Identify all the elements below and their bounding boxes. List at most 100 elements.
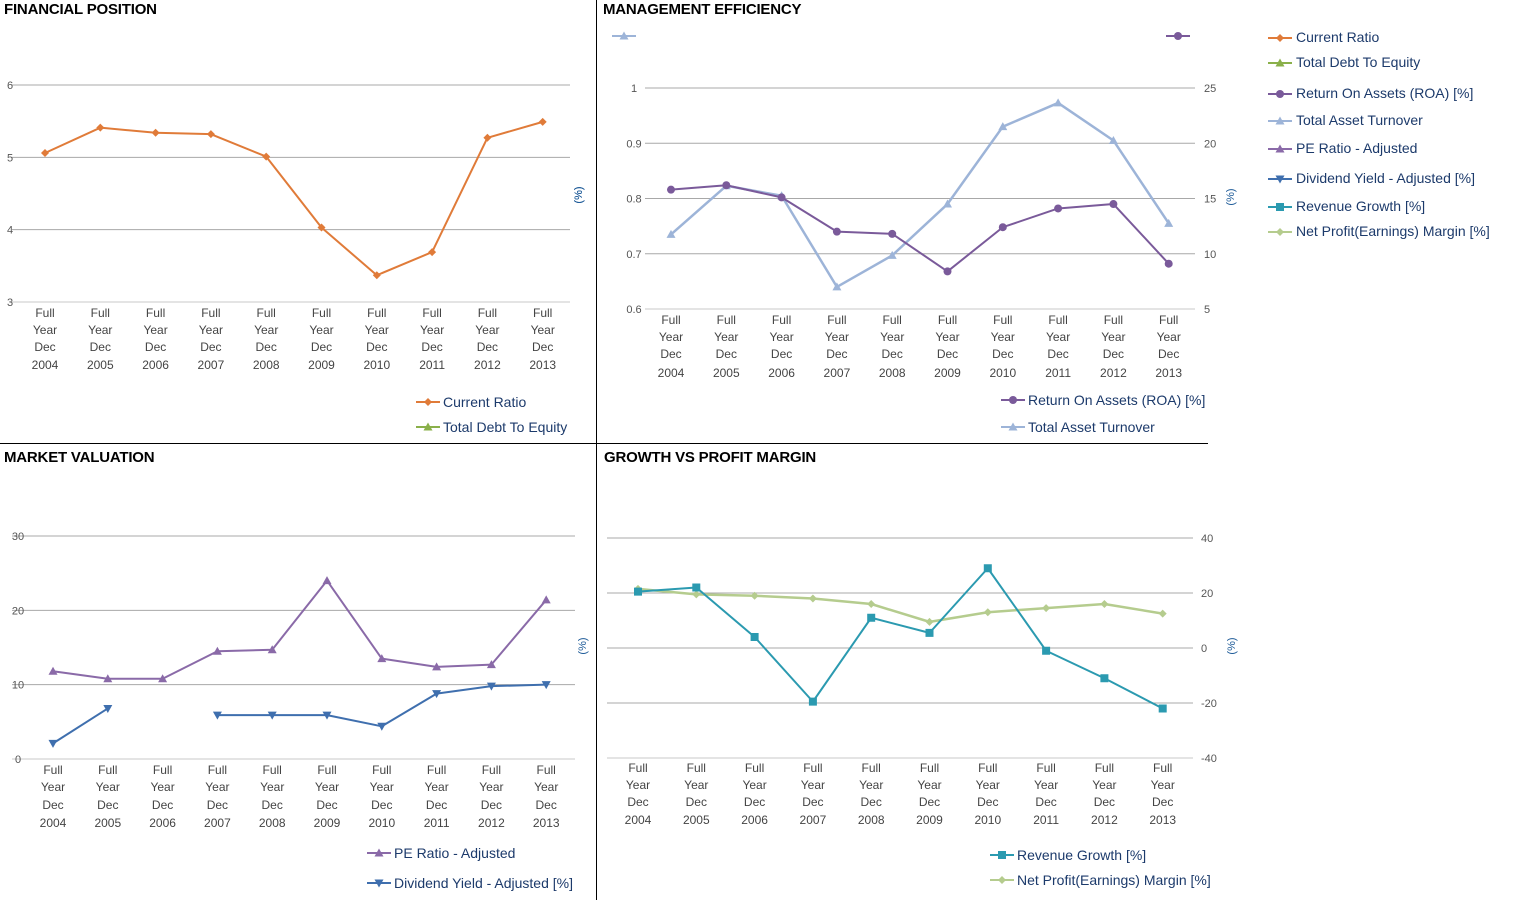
revenue-growth-point <box>1100 674 1109 683</box>
side-legend-net-profit-earnings-margin-label[interactable]: Net Profit(Earnings) Margin [%] <box>1296 223 1490 239</box>
net-profit-earnings-margin-point <box>867 600 876 608</box>
current-ratio-point <box>317 223 326 232</box>
return-on-assets-roa-point <box>998 223 1007 232</box>
legend-label[interactable]: Total Asset Turnover <box>1028 419 1155 435</box>
total-asset-turnover-point <box>1108 135 1118 144</box>
pe-ratio-adjusted-point <box>212 646 222 655</box>
financial-plot: 3 4 5 6 (%) Full Year Dec 2004 Full Year Dec 2005 Ful… <box>7 80 585 435</box>
dividend-yield-adjusted-point <box>486 682 496 691</box>
current-ratio-series-line <box>44 120 543 277</box>
legend-label[interactable]: Return On Assets (ROA) [%] <box>1028 392 1205 408</box>
revenue-growth-point <box>925 628 934 637</box>
y2-tick-label: 5 <box>1204 304 1210 316</box>
net-profit-earnings-margin-point <box>808 594 817 603</box>
net-profit-earnings-margin-point <box>925 617 934 626</box>
x-category-label: Full Year Dec 2010 <box>368 763 395 830</box>
revenue-growth-point <box>692 583 701 592</box>
net-profit-earnings-margin-series-line <box>637 587 1163 624</box>
revenue-growth-point <box>808 697 817 706</box>
legend-label[interactable]: Dividend Yield - Adjusted [%] <box>394 875 573 891</box>
revenue-growth-point <box>867 613 876 622</box>
y-tick-label: 30 <box>12 531 24 543</box>
pe-ratio-adjusted-point <box>322 576 332 585</box>
y-tick-label: 10 <box>12 680 24 692</box>
side-legend-total-debt-to-equity-marker <box>1275 58 1285 67</box>
return-on-assets-roa-series-line <box>670 184 1170 273</box>
side-legend-net-profit-earnings-margin-marker <box>1276 228 1284 236</box>
revenue-growth-point <box>750 633 759 641</box>
pe-ratio-adjusted-point <box>267 645 277 654</box>
net-profit-earnings-margin-point <box>750 591 759 600</box>
current-ratio-point <box>538 117 547 126</box>
y-tick-label: 0.8 <box>626 194 641 206</box>
y-tick-label: 0 <box>15 754 21 766</box>
side-legend-revenue-growth-label[interactable]: Revenue Growth [%] <box>1296 198 1426 214</box>
return-on-assets-roa-point <box>1054 204 1063 213</box>
dividend-yield-adjusted-series-line <box>52 707 109 745</box>
growth-vs-profit-margin-title: GROWTH VS PROFIT MARGIN <box>604 449 817 466</box>
legend-label[interactable]: Revenue Growth [%] <box>1017 847 1146 863</box>
x-category-label: Full Year Dec 2011 <box>1033 761 1059 827</box>
dividend-yield-adjusted-point <box>103 704 113 713</box>
net-profit-earnings-margin-point <box>1042 604 1051 613</box>
y2-tick-label: -40 <box>1201 753 1217 765</box>
left-axis-series-indicator-marker <box>619 31 629 40</box>
y-tick-label: 5 <box>7 152 13 164</box>
total-asset-turnover-point <box>1164 218 1174 227</box>
y-tick-label: 0.9 <box>626 138 641 150</box>
total-asset-turnover-point <box>887 250 897 259</box>
y-tick-label: 4 <box>7 225 13 237</box>
x-category-label: Full Year Dec 2006 <box>741 761 768 827</box>
return-on-assets-roa-point <box>943 267 952 276</box>
side-legend-current-ratio-marker <box>1276 34 1284 42</box>
return-on-assets-roa-point <box>667 185 675 194</box>
legend-label[interactable]: PE Ratio - Adjusted <box>394 845 515 861</box>
side-legend-current-ratio-label[interactable]: Current Ratio <box>1296 29 1380 45</box>
legend-label[interactable]: Net Profit(Earnings) Margin [%] <box>1017 872 1211 888</box>
x-category-label: Full Year Dec 2006 <box>142 306 169 372</box>
return-on-assets-roa-point <box>1164 259 1173 268</box>
legend-total-asset-turnover-marker <box>1008 422 1018 431</box>
net-profit-earnings-margin-point <box>983 608 992 617</box>
legend-label[interactable]: Total Debt To Equity <box>443 419 567 435</box>
revenue-growth-point <box>634 587 642 596</box>
y2-tick-label: 40 <box>1201 533 1213 545</box>
y-tick-label: 3 <box>7 297 13 309</box>
market-plot: 0 10 20 30 (%) Full Year Dec 2004 Full Year Dec 2005… <box>12 531 589 891</box>
side-legend-dividend-yield-adjusted-label[interactable]: Dividend Yield - Adjusted [%] <box>1296 170 1475 186</box>
x-category-label: Full Year Dec 2004 <box>658 313 685 380</box>
x-category-label: Full Year Dec 2010 <box>363 306 390 372</box>
side-legend-total-debt-to-equity-label[interactable]: Total Debt To Equity <box>1296 54 1421 70</box>
x-category-label: Full Year Dec 2004 <box>625 761 652 827</box>
total-asset-turnover-point <box>832 282 842 291</box>
x-category-label: Full Year Dec 2010 <box>989 313 1016 380</box>
legend-current-ratio-marker <box>424 398 432 406</box>
x-category-label: Full Year Dec 2009 <box>308 306 335 372</box>
x-category-label: Full Year Dec 2011 <box>424 763 450 830</box>
axis-unit-label: (%) <box>1225 188 1237 205</box>
side-legend-return-on-assets-roa-label[interactable]: Return On Assets (ROA) [%] <box>1296 85 1474 101</box>
x-category-label: Full Year Dec 2009 <box>916 761 943 827</box>
pe-ratio-adjusted-point <box>48 666 58 675</box>
return-on-assets-roa-point <box>777 193 786 202</box>
revenue-growth-point <box>1158 704 1167 713</box>
net-profit-earnings-margin-point <box>1100 600 1109 608</box>
side-legend-total-asset-turnover-marker <box>1275 116 1285 125</box>
legend-net-profit-earnings-margin-marker <box>998 876 1006 884</box>
legend-label[interactable]: Current Ratio <box>443 394 526 410</box>
current-ratio-point <box>372 271 381 280</box>
side-legend-total-asset-turnover-label[interactable]: Total Asset Turnover <box>1296 112 1423 128</box>
x-category-label: Full Year Dec 2013 <box>1149 761 1176 827</box>
x-category-label: Full Year Dec 2007 <box>198 306 225 372</box>
pe-ratio-adjusted-point <box>158 674 168 683</box>
x-category-label: Full Year Dec 2013 <box>529 306 556 372</box>
x-category-label: Full Year Dec 2005 <box>683 761 710 827</box>
side-legend-pe-ratio-adjusted-label[interactable]: PE Ratio - Adjusted <box>1296 140 1418 156</box>
x-category-label: Full Year Dec 2008 <box>858 761 885 827</box>
axis-unit-label: (%) <box>577 637 589 654</box>
legend-total-debt-to-equity-marker <box>423 422 433 431</box>
return-on-assets-roa-point <box>888 229 897 238</box>
